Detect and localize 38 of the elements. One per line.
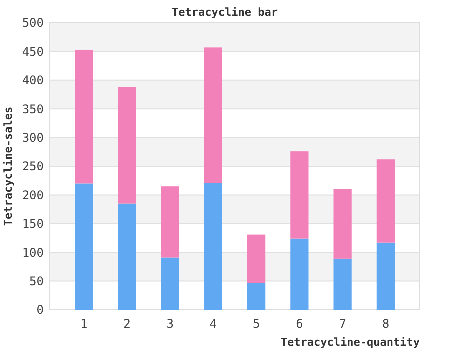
x-tick-label: 6	[296, 317, 304, 331]
bar	[290, 238, 309, 310]
x-tick-label: 5	[252, 317, 260, 331]
bar	[204, 48, 222, 184]
y-tick-label: 0	[36, 303, 44, 318]
bar	[376, 160, 395, 243]
bar	[334, 189, 352, 259]
bar	[204, 183, 222, 310]
bar	[290, 152, 309, 239]
x-tick-label: 3	[166, 317, 174, 331]
y-tick-label: 100	[22, 246, 44, 260]
bar	[75, 50, 94, 184]
bar	[118, 87, 136, 204]
bar	[334, 258, 352, 310]
x-tick-label: 2	[124, 317, 131, 331]
bar	[248, 283, 266, 310]
x-tick-label: 4	[210, 317, 218, 331]
y-tick-label: 500	[22, 16, 44, 30]
x-tick-label: 1	[80, 317, 88, 331]
y-tick-label: 350	[22, 102, 44, 116]
y-tick-label: 400	[22, 74, 44, 88]
y-tick-label: 200	[22, 188, 44, 202]
bar	[161, 258, 180, 310]
bar	[248, 234, 266, 284]
bar	[161, 186, 180, 258]
bar	[75, 184, 94, 310]
y-tick-label: 50	[30, 274, 44, 288]
y-tick-label: 250	[22, 160, 44, 174]
y-tick-label: 450	[22, 44, 44, 59]
bar	[376, 242, 395, 310]
chart-title: Tetracycline bar	[172, 6, 278, 19]
x-axis-title: Tetracycline-quantity	[280, 336, 420, 349]
bar	[118, 204, 136, 310]
y-tick-label: 300	[22, 131, 44, 145]
x-tick-label: 7	[339, 317, 346, 331]
y-tick-label: 150	[22, 217, 44, 232]
x-tick-label: 8	[382, 317, 390, 331]
y-axis-title: Tetracycline-sales	[2, 106, 15, 226]
